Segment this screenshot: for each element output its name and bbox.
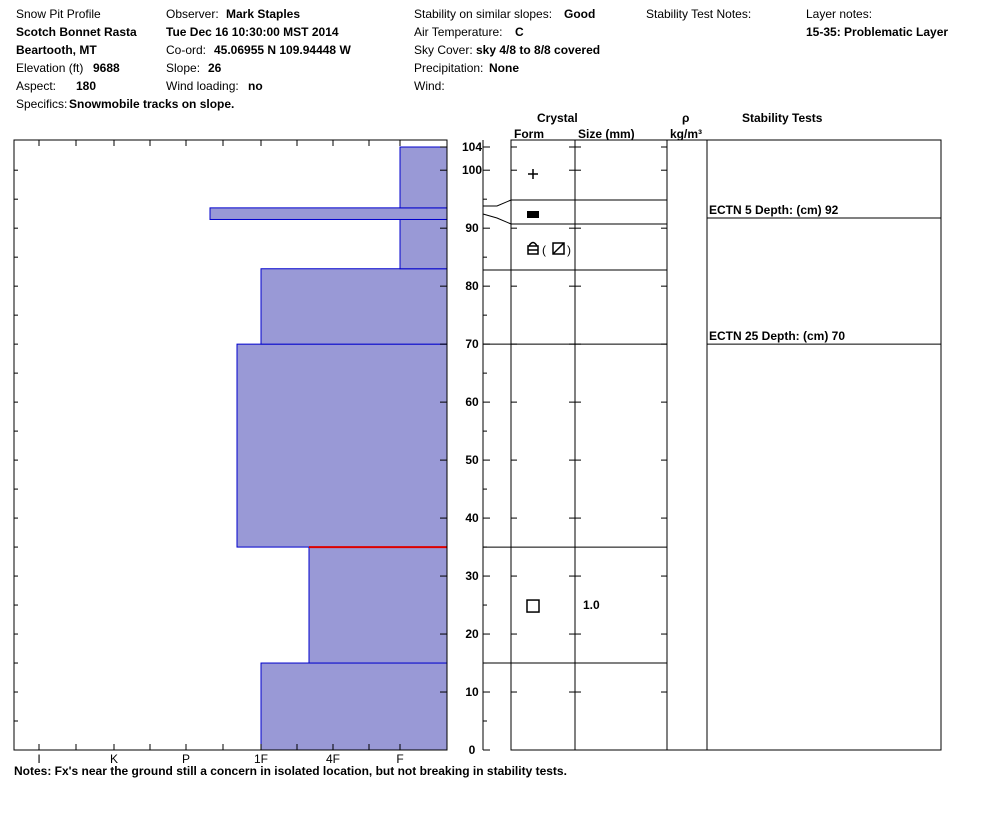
elevation-value: 9688: [93, 61, 120, 75]
stability-label: Stability on similar slopes:: [414, 7, 553, 21]
slope-label: Slope:: [166, 61, 201, 75]
elevation-label: Elevation (ft): [16, 61, 84, 75]
depth-label: 0: [469, 743, 476, 757]
hardness-label: F: [396, 752, 403, 766]
right-panel-frame: [510, 139, 942, 751]
crystal-composite-symbol: ): [567, 243, 571, 257]
precip-value: None: [489, 61, 519, 75]
depth-label: 104: [462, 140, 482, 154]
stability-test-label: ECTN 25 Depth: (cm) 70: [709, 329, 845, 343]
hardness-label: K: [110, 752, 118, 766]
crystal-composite-symbol: [552, 242, 565, 255]
coord-label: Co-ord:: [166, 43, 207, 57]
sky-value: sky 4/8 to 8/8 covered: [476, 43, 601, 57]
crystal-composite-symbol: [528, 241, 538, 247]
coord-value: 45.06955 N 109.94448 W: [214, 43, 351, 57]
depth-label: 10: [465, 685, 479, 699]
notes: Notes: Fx's near the ground still a conc…: [14, 764, 567, 778]
boundary-connector: [482, 213, 512, 225]
crystal-square-symbol: [526, 599, 540, 613]
stability-value: Good: [564, 7, 596, 21]
stability-notes-label: Stability Test Notes:: [646, 7, 752, 21]
date-value: Tue Dec 16 10:30:00 MST 2014: [166, 25, 339, 39]
profile-label: Snow Pit Profile: [16, 7, 101, 21]
crystal-solid-symbol: [527, 211, 539, 218]
depth-label: 30: [465, 569, 479, 583]
specifics-value: Snowmobile tracks on slope.: [69, 97, 235, 111]
depth-label: 80: [465, 279, 479, 293]
layer-notes-value: 15-35: Problematic Layer: [806, 25, 949, 39]
air-temp-value: C: [515, 25, 524, 39]
hardness-layer: [209, 207, 448, 220]
crystal-composite-symbol: [552, 242, 565, 255]
crystal-size-label: 1.0: [583, 598, 600, 612]
hardness-layer: [260, 268, 448, 345]
depth-label: 20: [465, 627, 479, 641]
hardness-frame: [13, 139, 448, 751]
hardness-label: 4F: [326, 752, 340, 766]
hardness-layer: [308, 546, 448, 664]
aspect-value: 180: [76, 79, 97, 93]
depth-label: 40: [465, 511, 479, 525]
hardness-layer: [399, 218, 448, 270]
depth-label: 60: [465, 395, 479, 409]
size-header: Size (mm): [578, 127, 635, 141]
depth-label: 70: [465, 337, 479, 351]
hardness-label: 1F: [254, 752, 268, 766]
hardness-layer: [260, 662, 448, 751]
observer-value: Mark Staples: [226, 7, 301, 21]
pit-name: Scotch Bonnet Rasta: [16, 25, 137, 39]
stability-test-label: ECTN 5 Depth: (cm) 92: [709, 203, 839, 217]
precip-label: Precipitation:: [414, 61, 484, 75]
wind-loading-value: no: [248, 79, 263, 93]
observer-label: Observer:: [166, 7, 219, 21]
crystal-header: Crystal: [537, 111, 578, 125]
layer-notes-label: Layer notes:: [806, 7, 873, 21]
depth-label: 90: [465, 221, 479, 235]
wind-label: Wind:: [414, 79, 445, 93]
hardness-label: I: [37, 752, 40, 766]
slope-value: 26: [208, 61, 222, 75]
location: Beartooth, MT: [16, 43, 97, 57]
rho-header: ρ: [682, 111, 690, 125]
hardness-layer: [236, 343, 448, 548]
hardness-layer: [399, 146, 448, 209]
air-temp-label: Air Temperature:: [414, 25, 503, 39]
hardness-label: P: [182, 752, 190, 766]
crystal-composite-symbol: (: [542, 243, 546, 257]
aspect-label: Aspect:: [16, 79, 57, 93]
sky-label: Sky Cover:: [414, 43, 473, 57]
boundary-connector: [483, 199, 512, 207]
depth-label: 100: [462, 163, 482, 177]
wind-loading-label: Wind loading:: [166, 79, 239, 93]
stability-tests-header: Stability Tests: [742, 111, 823, 125]
depth-label: 50: [465, 453, 479, 467]
density-unit-header: kg/m³: [670, 127, 703, 141]
form-header: Form: [514, 127, 544, 141]
specifics-label: Specifics:: [16, 97, 68, 111]
